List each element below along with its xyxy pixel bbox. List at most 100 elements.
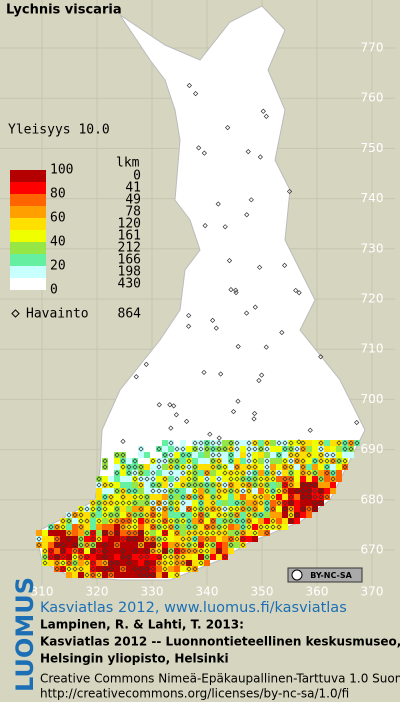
observation-dot [252,440,258,446]
grid-cell [204,530,210,536]
grid-cell [198,464,204,470]
grid-cell [252,518,258,524]
grid-cell [120,482,126,488]
grid-cell [234,482,240,488]
grid-cell [54,554,60,560]
legend-band [10,242,46,254]
grid-cell [108,524,114,530]
grid-cell [186,500,192,506]
observation-dot [288,500,294,506]
grid-cell [156,512,162,518]
grid-cell [144,488,150,494]
observation-dot [114,500,120,506]
grid-cell [180,446,186,452]
observation-dot [222,488,228,494]
observation-dot [108,494,114,500]
grid-cell [66,554,72,560]
grid-cell [150,494,156,500]
observation-dot [168,560,174,566]
easting-label: 330 [141,585,164,599]
observation-dot [162,530,168,536]
observation-dot [204,554,210,560]
grid-cell [126,476,132,482]
grid-cell [318,464,324,470]
observation-dot [48,548,54,554]
grid-cell [324,488,330,494]
grid-cell [240,452,246,458]
observation-dot [144,536,150,542]
grid-cell [204,560,210,566]
observation-dot [150,482,156,488]
grid-cell [156,470,162,476]
grid-cell [156,482,162,488]
observation-dot [96,536,102,542]
grid-cell [300,482,306,488]
grid-cell [312,464,318,470]
grid-cell [288,464,294,470]
grid-cell [282,500,288,506]
observation-dot [84,560,90,566]
grid-cell [108,536,114,542]
legend-count: 198 [118,265,141,280]
grid-cell [96,524,102,530]
grid-cell [174,452,180,458]
northing-label: 710 [361,342,384,356]
grid-cell [234,506,240,512]
legend-band [10,218,46,230]
observation-dot [156,548,162,554]
observation-dot [216,482,222,488]
grid-cell [228,542,234,548]
grid-cell [246,470,252,476]
grid-cell [144,572,150,578]
observation-dot [96,476,102,482]
grid-cell [252,458,258,464]
observation-dot [180,518,186,524]
legend-count: 49 [125,193,141,208]
observation-dot [192,566,198,572]
observation-dot [72,512,78,518]
grid-cell [198,560,204,566]
observation-dot [215,201,221,207]
observation-dot [251,410,258,417]
legend-scale-label: 20 [50,259,66,274]
observation-dot [228,476,234,482]
observation-dot [168,494,174,500]
grid-cell [180,470,186,476]
grid-cell [120,458,126,464]
observation-dot [186,470,192,476]
grid-cell [252,506,258,512]
grid-cell [42,542,48,548]
grid-cell [240,518,246,524]
grid-cell [168,542,174,548]
observation-dot [186,536,192,542]
legend-band [10,182,46,194]
grid-cell [108,548,114,554]
observation-dot [264,476,270,482]
observation-dot [78,554,84,560]
grid-cell [186,536,192,542]
grid-cell [234,542,240,548]
grid-cell [42,548,48,554]
grid-cell [258,482,264,488]
grid-cell [102,548,108,554]
observation-dot [228,536,234,542]
grid-cell [312,494,318,500]
observation-dot [180,500,186,506]
observation-dot [246,518,252,524]
grid-cell [198,488,204,494]
observation-dot [300,464,306,470]
grid-cell [228,524,234,530]
observation-dot [228,286,234,293]
observation-dot [198,518,204,524]
observation-dot [90,542,96,548]
observation-dot [72,566,78,572]
grid-cell [192,566,198,572]
grid-cell [150,554,156,560]
observation-dot [240,500,246,506]
observation-dot [259,372,265,378]
grid-cell [288,476,294,482]
observation-dot [288,494,294,500]
license-line: Creative Commons Nimeä-Epäkaupallinen-Ta… [40,672,400,686]
legend-scale-label: 40 [50,235,66,250]
observation-dot [114,452,120,458]
